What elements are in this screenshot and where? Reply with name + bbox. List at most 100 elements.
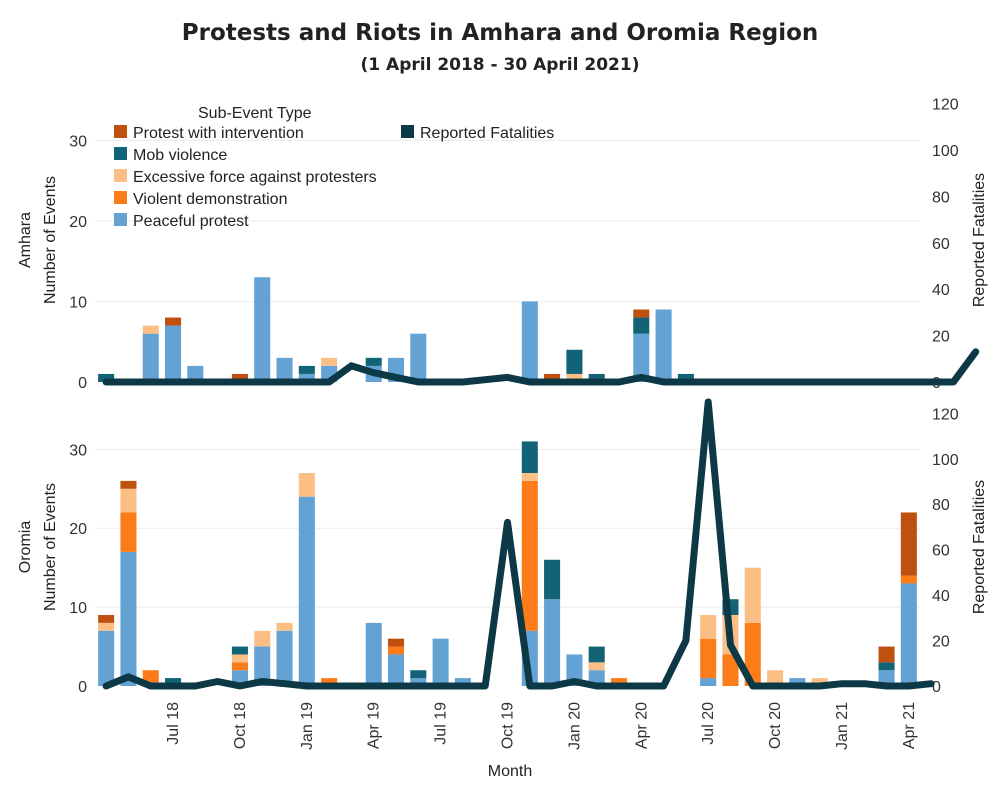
amhara-bar-mob-violence	[633, 317, 650, 334]
x-tick-label: Jul 18	[165, 702, 182, 745]
amhara-y2-tick-label: 120	[932, 97, 959, 114]
amhara-bar-excessive-force	[566, 373, 583, 382]
legend-label-peaceful: Peaceful protest	[133, 213, 249, 230]
oromia-y-tick-label: 30	[69, 442, 87, 459]
oromia-y-tick-label: 0	[78, 679, 87, 696]
oromia-bar-violent-demo	[744, 622, 761, 686]
oromia-bar-violent-demo	[722, 654, 739, 686]
amhara-bar-peaceful	[410, 333, 427, 382]
oromia-bar-protest-intervention	[120, 480, 137, 489]
oromia-bar-excessive-force	[98, 622, 115, 631]
oromia-bar-excessive-force	[521, 473, 538, 481]
oromia-bar-peaceful	[454, 678, 471, 686]
x-axis-label: Month	[488, 763, 532, 780]
oromia-bar-peaceful	[276, 630, 293, 686]
oromia-bar-excessive-force	[231, 654, 248, 663]
oromia-bar-violent-demo	[120, 512, 137, 552]
oromia-y2-tick-label: 40	[932, 588, 950, 605]
x-tick-label: Oct 20	[767, 702, 784, 749]
amhara-panel-label: Amhara	[17, 212, 34, 268]
oromia-bar-protest-intervention	[878, 646, 895, 663]
oromia-bar-peaceful	[700, 678, 717, 686]
oromia-bar-excessive-force	[276, 622, 293, 631]
oromia-bar-mob-violence	[231, 646, 248, 655]
oromia-bar-excessive-force	[298, 473, 315, 497]
amhara-bar-peaceful	[187, 365, 204, 382]
oromia-bar-mob-violence	[588, 646, 605, 663]
oromia-bar-mob-violence	[410, 670, 427, 679]
amhara-y-tick-label: 30	[69, 133, 87, 150]
oromia-fatalities-line	[102, 398, 935, 690]
legend-swatch-peaceful	[114, 213, 127, 226]
oromia-bar-protest-intervention	[387, 638, 405, 647]
oromia-y2-tick-label: 0	[932, 679, 941, 696]
amhara-bar-mob-violence	[588, 373, 605, 382]
x-tick-label: Apr 19	[366, 702, 383, 749]
amhara-y2-tick-label: 80	[932, 189, 950, 206]
oromia-bar-peaceful	[789, 678, 806, 686]
oromia-bar-protest-intervention	[98, 615, 115, 623]
oromia-y-tick-label: 20	[69, 521, 87, 538]
oromia-bar-violent-demo	[387, 646, 405, 655]
amhara-bar-mob-violence	[298, 365, 315, 374]
amhara-y2-tick-label: 100	[932, 143, 959, 160]
amhara-y-tick-label: 20	[69, 214, 87, 231]
oromia-y-tick-label: 10	[69, 600, 87, 617]
legend-swatch-mob-violence	[114, 147, 127, 160]
amhara-y2-axis-label: Reported Fatalities	[971, 173, 988, 307]
amhara-y-axis-label: Number of Events	[42, 176, 59, 304]
oromia-bar-excessive-force	[811, 678, 828, 686]
oromia-y2-tick-label: 20	[932, 634, 950, 651]
oromia-bar-excessive-force	[120, 488, 137, 513]
amhara-bar-protest-intervention	[544, 373, 561, 382]
amhara-bar-mob-violence	[566, 349, 583, 374]
oromia-bar-violent-demo	[231, 662, 248, 671]
legend-label-fatalities: Reported Fatalities	[420, 125, 554, 142]
oromia-bar-mob-violence	[878, 662, 895, 671]
x-tick-label: Oct 18	[232, 702, 249, 749]
legend-swatch-protest-intervention	[114, 125, 127, 138]
legend-label-mob-violence: Mob violence	[133, 147, 227, 164]
oromia-bar-peaceful	[566, 654, 583, 686]
amhara-bar-protest-intervention	[633, 309, 650, 318]
chart-subtitle: (1 April 2018 - 30 April 2021)	[360, 55, 640, 75]
amhara-y-tick-label: 0	[78, 375, 87, 392]
amhara-bar-mob-violence	[98, 373, 115, 382]
oromia-y2-tick-label: 120	[932, 406, 959, 423]
oromia-bar-mob-violence	[165, 678, 182, 686]
x-tick-label: Jan 21	[834, 702, 851, 750]
amhara-bar-protest-intervention	[165, 317, 182, 326]
x-tick-label: Jan 20	[566, 702, 583, 750]
amhara-bar-peaceful	[165, 325, 182, 382]
oromia-bar-violent-demo	[700, 638, 717, 679]
amhara-bar-peaceful	[521, 301, 538, 382]
oromia-bar-excessive-force	[254, 630, 271, 647]
oromia-bar-violent-demo	[900, 575, 917, 584]
legend-label-excessive-force: Excessive force against protesters	[133, 169, 377, 186]
oromia-bar-peaceful	[410, 678, 427, 686]
amhara-y2-tick-label: 20	[932, 329, 950, 346]
amhara-y2-tick-label: 60	[932, 236, 950, 253]
oromia-bar-peaceful	[120, 551, 137, 686]
oromia-y2-tick-label: 80	[932, 497, 950, 514]
amhara-bar-peaceful	[298, 373, 315, 382]
amhara-y2-tick-label: 40	[932, 282, 950, 299]
legend-swatch-violent-demo	[114, 191, 127, 204]
oromia-bar-peaceful	[900, 583, 917, 686]
legend-swatch-excessive-force	[114, 169, 127, 182]
oromia-bar-excessive-force	[744, 567, 761, 623]
oromia-bar-peaceful	[387, 654, 405, 686]
amhara-bar-peaceful	[655, 309, 672, 382]
legend-label-protest-intervention: Protest with intervention	[133, 125, 304, 142]
x-tick-label: Jan 19	[299, 702, 316, 750]
amhara-bar-mob-violence	[677, 373, 694, 382]
oromia-bar-excessive-force	[700, 615, 717, 639]
amhara-bar-peaceful	[633, 333, 650, 382]
amhara-bar-mob-violence	[365, 357, 382, 366]
oromia-bar-peaceful	[878, 670, 895, 686]
oromia-bar-violent-demo	[321, 678, 338, 686]
amhara-bar-peaceful	[254, 277, 271, 382]
legend-title: Sub-Event Type	[198, 105, 312, 122]
